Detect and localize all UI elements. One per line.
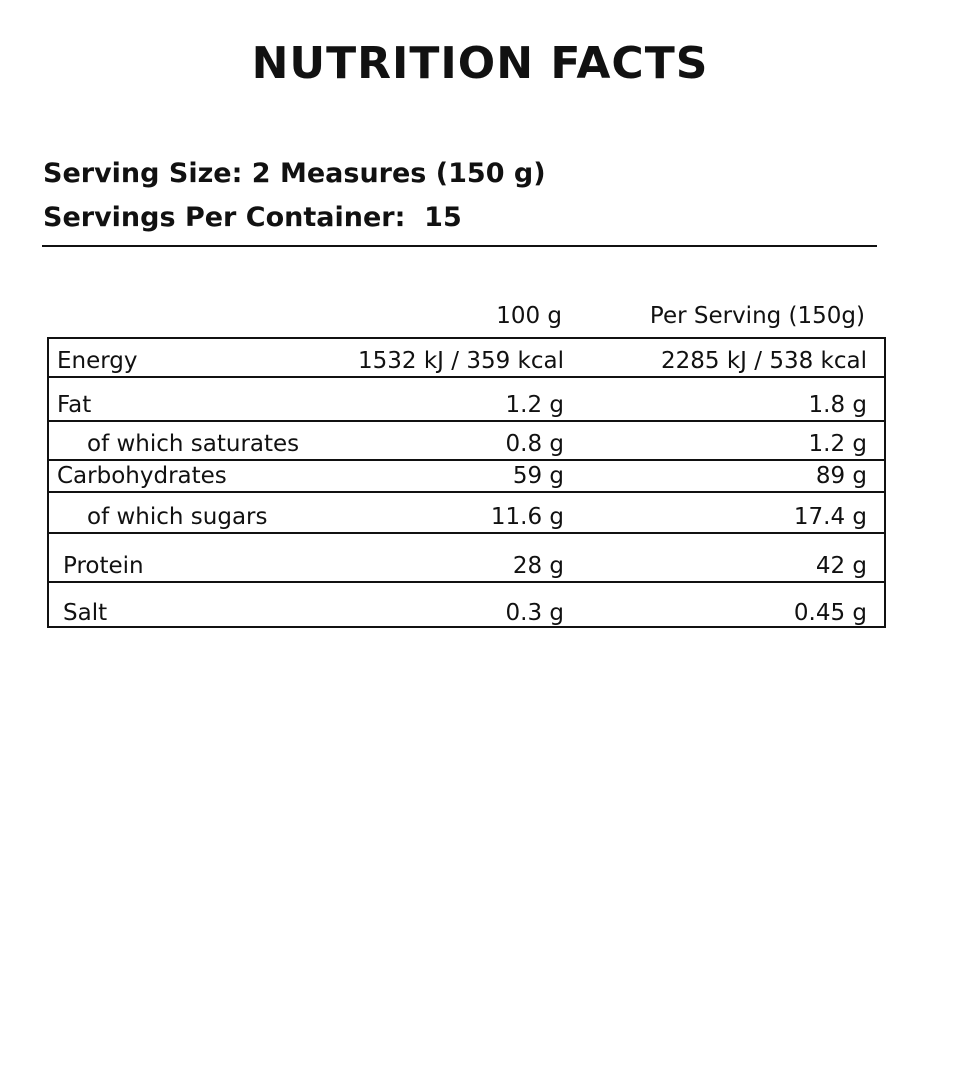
nutrient-label: Salt [63,600,108,626]
table-row: Fat 1.2 g 1.8 g [49,378,884,422]
table-row: Salt 0.3 g 0.45 g [49,583,884,628]
nutrient-value: 59 g [512,463,564,489]
table-row: of which saturates 0.8 g 1.2 g [49,422,884,461]
divider [42,245,877,247]
nutrient-label: Protein [63,553,144,579]
table-row: Carbohydrates 59 g 89 g [49,461,884,493]
nutrient-value: 28 g [512,553,564,579]
table-row: Energy 1532 kJ / 359 kcal 2285 kJ / 538 kc… [49,339,884,378]
nutrient-label: of which saturates [87,431,300,457]
nutrient-value: 0.3 g [505,600,565,626]
nutrient-value: 0.8 g [505,431,565,457]
nutrient-value: 1.2 g [808,431,868,457]
servings-per-container: Servings Per Container: 15 [43,202,462,233]
table-row: of which sugars 11.6 g 17.4 g [49,493,884,534]
nutrient-value: 1.2 g [505,392,565,418]
nutrient-value: 17.4 g [793,504,867,530]
nutrient-label: of which sugars [87,504,268,530]
nutrient-label: Carbohydrates [57,463,227,489]
nutrient-value: 11.6 g [490,504,564,530]
nutrient-value: 89 g [815,463,867,489]
serving-size: Serving Size: 2 Measures (150 g) [43,158,546,189]
nutrient-value: 42 g [815,553,867,579]
nutrient-value: 2285 kJ / 538 kcal [661,348,867,374]
nutrient-value: 1532 kJ / 359 kcal [358,348,564,374]
nutrition-table: Energy 1532 kJ / 359 kcal 2285 kJ / 538 kc… [47,337,886,628]
table-row: Protein 28 g 42 g [49,534,884,583]
nutrient-label: Energy [57,348,138,374]
title: NUTRITION FACTS [251,38,709,89]
nutrient-label: Fat [57,392,92,418]
column-header: 100 g [496,303,562,329]
column-header: Per Serving (150g) [649,303,865,329]
nutrient-value: 0.45 g [793,600,867,626]
nutrient-value: 1.8 g [808,392,868,418]
